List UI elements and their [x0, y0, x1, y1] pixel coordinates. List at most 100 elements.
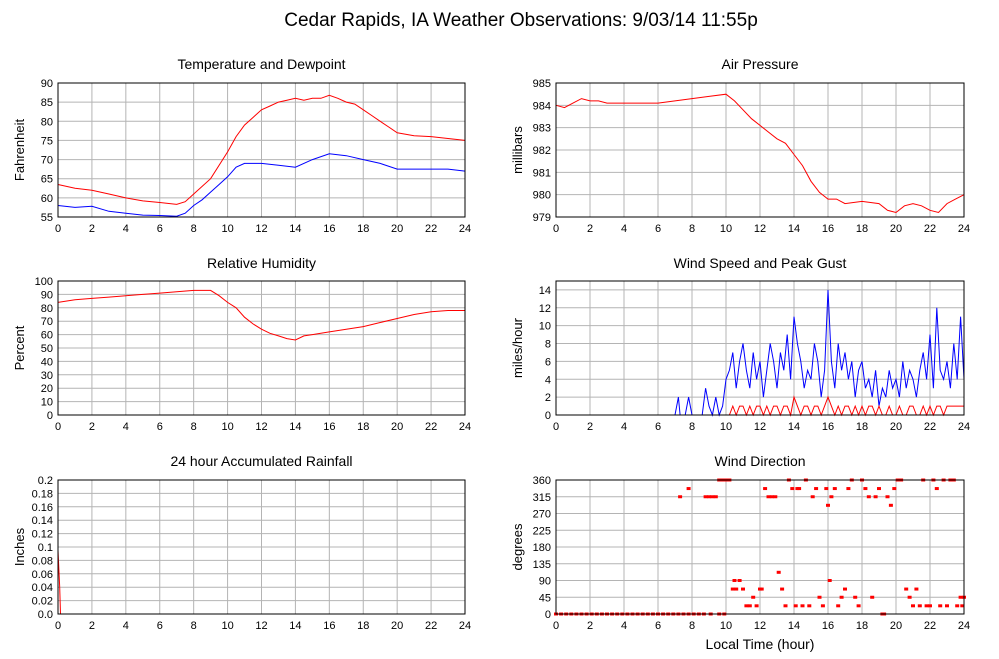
chart-title: Air Pressure [721, 56, 798, 72]
direction-point [737, 579, 742, 582]
chart-title: Relative Humidity [207, 255, 316, 271]
chart-title: 24 hour Accumulated Rainfall [170, 453, 352, 469]
chart-title: Wind Direction [714, 453, 805, 469]
direction-point [751, 595, 756, 599]
plot-frame [555, 280, 965, 416]
series-line-1 [556, 289, 965, 417]
x-tick-label: 10 [221, 223, 233, 235]
y-tick-label: 70 [41, 316, 53, 328]
y-tick-label: 6 [545, 356, 551, 368]
x-tick-label: 0 [55, 223, 61, 235]
direction-point [856, 604, 861, 608]
direction-point [783, 604, 788, 608]
y-axis-label: degrees [510, 523, 525, 570]
x-tick-label: 14 [289, 620, 301, 632]
y-axis-label: Inches [12, 527, 27, 566]
y-tick-label: 983 [533, 123, 551, 135]
x-tick-label: 22 [425, 620, 437, 632]
series-line-1 [57, 289, 465, 341]
series-line-2 [57, 153, 466, 217]
y-tick-label: 100 [35, 276, 53, 288]
x-tick-label: 8 [191, 223, 197, 235]
y-axis-label: Percent [12, 325, 27, 370]
x-tick-label: 16 [822, 620, 834, 632]
y-tick-label: 0.02 [32, 596, 53, 608]
y-tick-label: 979 [533, 212, 551, 224]
y-tick-label: 50 [41, 343, 53, 355]
y-tick-label: 0 [47, 410, 53, 422]
x-tick-label: 12 [255, 223, 267, 235]
x-tick-label: 0 [553, 223, 559, 235]
direction-point [832, 487, 837, 491]
x-tick-label: 24 [459, 223, 471, 235]
y-tick-label: 984 [533, 100, 551, 112]
x-tick-label: 24 [459, 421, 471, 433]
x-tick-label: 14 [788, 421, 800, 433]
x-tick-label: 2 [587, 620, 593, 632]
x-tick-label: 24 [958, 421, 970, 433]
direction-point [928, 604, 932, 608]
y-tick-label: 80 [41, 303, 53, 315]
direction-point [877, 487, 881, 491]
y-tick-label: 8 [545, 339, 551, 351]
x-tick-label: 20 [391, 223, 403, 235]
direction-point [853, 595, 858, 599]
y-tick-label: 12 [539, 303, 551, 315]
y-tick-label: 135 [533, 559, 551, 571]
x-tick-label: 2 [89, 223, 95, 235]
direction-point [888, 503, 893, 507]
direction-point [776, 570, 781, 574]
x-tick-label: 6 [655, 620, 661, 632]
direction-point [917, 604, 922, 608]
direction-point [790, 487, 795, 491]
direction-point [763, 487, 768, 491]
y-axis-label: millibars [510, 126, 525, 174]
x-tick-label: 16 [323, 421, 335, 433]
direction-point [730, 587, 735, 591]
direction-point [914, 587, 919, 591]
direction-point [793, 604, 798, 608]
plot-frame [57, 280, 466, 416]
direction-point [960, 604, 965, 608]
direction-point [817, 595, 822, 599]
y-tick-label: 0.0 [38, 609, 53, 621]
y-tick-label: 360 [533, 475, 551, 487]
direction-point [766, 495, 771, 499]
direction-point [759, 587, 764, 591]
x-tick-label: 10 [720, 421, 732, 433]
chart-title: Temperature and Dewpoint [177, 56, 345, 72]
y-tick-label: 75 [41, 135, 53, 147]
x-tick-label: 0 [55, 421, 61, 433]
y-tick-label: 981 [533, 167, 551, 179]
y-tick-label: 270 [533, 509, 551, 521]
x-tick-label: 16 [822, 421, 834, 433]
y-tick-label: 60 [41, 193, 53, 205]
x-tick-label: 2 [587, 223, 593, 235]
y-tick-label: 0.06 [32, 569, 53, 581]
direction-point [827, 579, 832, 582]
direction-point [773, 495, 778, 499]
direction-point [710, 495, 715, 499]
x-tick-label: 20 [890, 421, 902, 433]
x-tick-label: 4 [621, 620, 627, 632]
y-tick-label: 225 [533, 525, 551, 537]
direction-point [814, 487, 819, 491]
direction-point [955, 604, 960, 608]
plot-frame [57, 479, 466, 615]
y-tick-label: 0.1 [38, 542, 53, 554]
direction-point [934, 487, 939, 491]
x-tick-label: 12 [754, 620, 766, 632]
x-tick-label: 10 [720, 620, 732, 632]
y-axis-label: miles/hour [510, 317, 525, 378]
direction-point [836, 604, 841, 608]
x-tick-label: 4 [123, 421, 129, 433]
y-tick-label: 80 [41, 116, 53, 128]
direction-point [800, 604, 805, 608]
x-tick-label: 2 [89, 421, 95, 433]
x-tick-label: 6 [157, 620, 163, 632]
x-tick-label: 6 [655, 421, 661, 433]
x-axis-title: Local Time (hour) [706, 636, 815, 652]
x-tick-label: 20 [890, 223, 902, 235]
